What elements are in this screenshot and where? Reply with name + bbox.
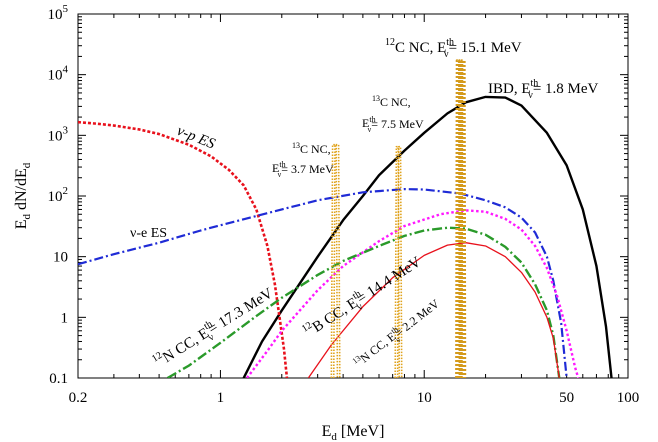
series-line-13c-nc-3-7: [330, 143, 339, 378]
annotation-13c-nc-b-th: Eth ν= 7.5 MeV: [362, 115, 424, 134]
series-line-13n-cc: [307, 242, 560, 378]
series-line-12b-cc: [246, 209, 580, 378]
y-tick-label: 102: [48, 185, 69, 205]
annotation-group: 12C NC, Eth ν= 15.1 MeV IBD, Eth ν= 1.8 MeV…: [130, 37, 599, 366]
annotation-13c-nc-a-th: Eth ν= 3.7 MeV: [272, 160, 334, 179]
series-line-13c-nc-3-7: [332, 143, 341, 378]
x-tick-label: 10: [417, 390, 432, 406]
series-line-ibd: [242, 95, 613, 378]
x-tick-label: 0.2: [69, 390, 88, 406]
series-line-nu-e-es: [78, 187, 568, 378]
y-tick-label: 0.1: [49, 371, 68, 387]
x-tick-label: 50: [559, 390, 574, 406]
y-tick-label: 105: [48, 3, 69, 23]
series-line-12n-cc: [166, 226, 561, 378]
axis-labels: Ed [MeV] Ed dN/dEd: [13, 162, 384, 442]
annotation-12c-nc: 12C NC, Eth ν= 15.1 MeV: [385, 37, 522, 60]
series-line-13c-nc-7-5: [396, 145, 403, 378]
series-line-12c-nc-15-1: [457, 59, 464, 378]
y-tick-label: 10: [53, 250, 68, 266]
x-axis-label: Ed [MeV]: [322, 423, 385, 442]
y-tick-label: 104: [48, 64, 69, 84]
y-axis-label: Ed dN/dEd: [13, 162, 33, 229]
series-line-12c-nc-15-1: [455, 59, 462, 378]
series-group: [78, 59, 613, 378]
series-line-12c-nc-15-1: [459, 59, 467, 378]
plot-frame: [77, 13, 629, 379]
x-tick-label: 100: [617, 390, 640, 406]
annotation-13c-nc-b: 13C NC,: [372, 94, 411, 109]
annotation-nue-es: ν-e ES: [130, 226, 167, 241]
y-tick-label: 103: [48, 124, 69, 144]
annotation-13c-nc-a: 13C NC,: [292, 141, 331, 156]
series-line-13c-nc-7-5: [394, 145, 401, 378]
annotation-ibd: IBD, Eth ν= 1.8 MeV: [488, 78, 599, 101]
axis-ticks: 0.2 1 10 50 100 0.1 1 10 102 103 104 105: [48, 3, 640, 406]
x-tick-label: 1: [217, 390, 225, 406]
series-line-nu-p-es: [78, 120, 289, 378]
y-tick-label: 1: [61, 310, 69, 326]
